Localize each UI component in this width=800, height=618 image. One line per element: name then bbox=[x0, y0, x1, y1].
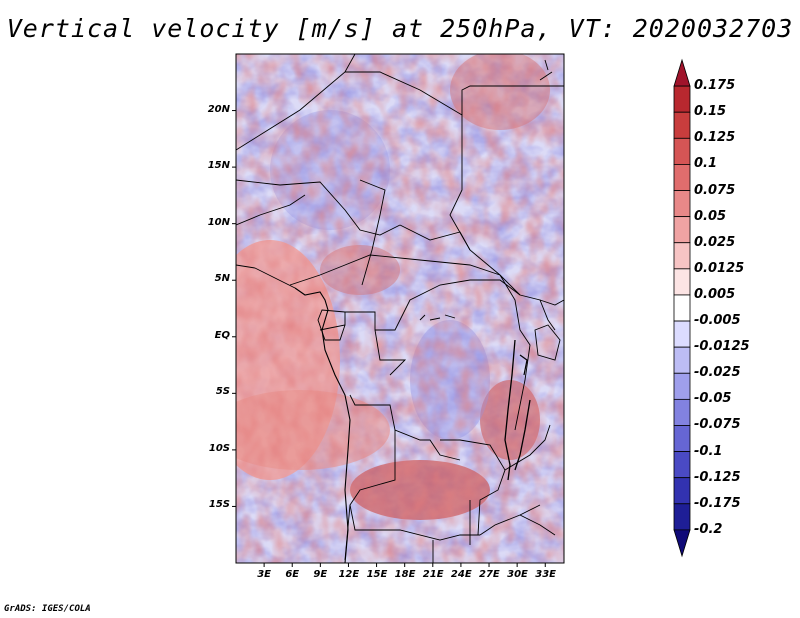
colorbar-label: -0.0125 bbox=[694, 339, 750, 355]
lat-tick-label: 20N bbox=[207, 103, 230, 115]
colorbar-label: -0.005 bbox=[694, 313, 741, 329]
colorbar-segment bbox=[673, 242, 691, 270]
colorbar-segment bbox=[673, 425, 691, 452]
colorbar-segment bbox=[673, 111, 691, 139]
colorbar-label: -0.075 bbox=[694, 417, 741, 433]
lat-tick-label: 5N bbox=[214, 273, 230, 285]
lon-tick-label: 6E bbox=[285, 569, 300, 580]
lon-tick-label: 15E bbox=[366, 569, 388, 580]
colorbar-label: 0.005 bbox=[694, 286, 736, 302]
colorbar-label: -0.175 bbox=[694, 495, 741, 511]
lat-tick-label: 15S bbox=[208, 499, 230, 511]
lat-tick-label: EQ bbox=[214, 329, 230, 341]
vertical-velocity-field bbox=[236, 54, 564, 563]
colorbar-label: 0.025 bbox=[694, 234, 736, 250]
map-frame bbox=[235, 53, 565, 564]
colorbar-label: 0.0125 bbox=[694, 260, 745, 276]
lat-tick-label: 15N bbox=[207, 160, 230, 172]
colorbar-label: 0.1 bbox=[694, 156, 718, 172]
colorbar-segment bbox=[673, 216, 691, 244]
colorbar-segment bbox=[673, 503, 691, 531]
lon-tick-label: 27E bbox=[479, 569, 500, 580]
colorbar-segment bbox=[673, 398, 691, 426]
lon-tick-label: 30E bbox=[507, 569, 528, 580]
colorbar-label: -0.1 bbox=[694, 443, 723, 459]
colorbar-segment bbox=[673, 372, 691, 400]
colorbar-label: -0.125 bbox=[694, 469, 741, 485]
longitude-ticks bbox=[263, 563, 546, 567]
colorbar-segment bbox=[673, 58, 691, 87]
colorbar-segment bbox=[673, 529, 691, 558]
colorbar-label: -0.05 bbox=[694, 391, 732, 407]
colorbar-label: 0.075 bbox=[694, 182, 736, 198]
colorbar-segment bbox=[673, 268, 691, 296]
colorbar-label: 0.15 bbox=[694, 104, 727, 120]
lon-tick-label: 3E bbox=[257, 569, 271, 580]
colorbar-segment bbox=[673, 164, 691, 191]
colorbar-segment bbox=[673, 85, 691, 113]
colorbar-label: 0.05 bbox=[694, 208, 727, 224]
lon-tick-label: 33E bbox=[535, 569, 556, 580]
colorbar-segment bbox=[673, 294, 691, 322]
colorbar-segment bbox=[673, 137, 691, 165]
lat-tick-label: 5S bbox=[215, 386, 230, 398]
colorbar-segment bbox=[673, 190, 691, 218]
lat-tick-label: 10N bbox=[207, 216, 230, 228]
lon-tick-label: 18E bbox=[394, 569, 416, 580]
colorbar-segment bbox=[673, 451, 691, 479]
latitude-ticks bbox=[232, 110, 236, 507]
lat-tick-label: 10S bbox=[208, 442, 230, 454]
colorbar-segment bbox=[673, 346, 691, 374]
lon-tick-label: 9E bbox=[313, 569, 328, 580]
colorbar-segment bbox=[673, 320, 691, 348]
colorbar-segment bbox=[673, 477, 691, 505]
colorbar-label: -0.2 bbox=[694, 521, 723, 537]
lon-tick-label: 24E bbox=[450, 569, 472, 580]
grads-credit: GrADS: IGES/COLA bbox=[4, 604, 91, 614]
country-borders bbox=[236, 54, 564, 563]
lon-tick-label: 21E bbox=[422, 569, 444, 580]
colorbar-label: 0.125 bbox=[694, 130, 736, 146]
lon-tick-label: 12E bbox=[338, 569, 360, 580]
colorbar-label: -0.025 bbox=[694, 365, 741, 381]
map-title: Vertical velocity [m/s] at 250hPa, VT: 2… bbox=[6, 14, 794, 43]
colorbar bbox=[673, 58, 691, 558]
colorbar-label: 0.175 bbox=[694, 78, 736, 94]
